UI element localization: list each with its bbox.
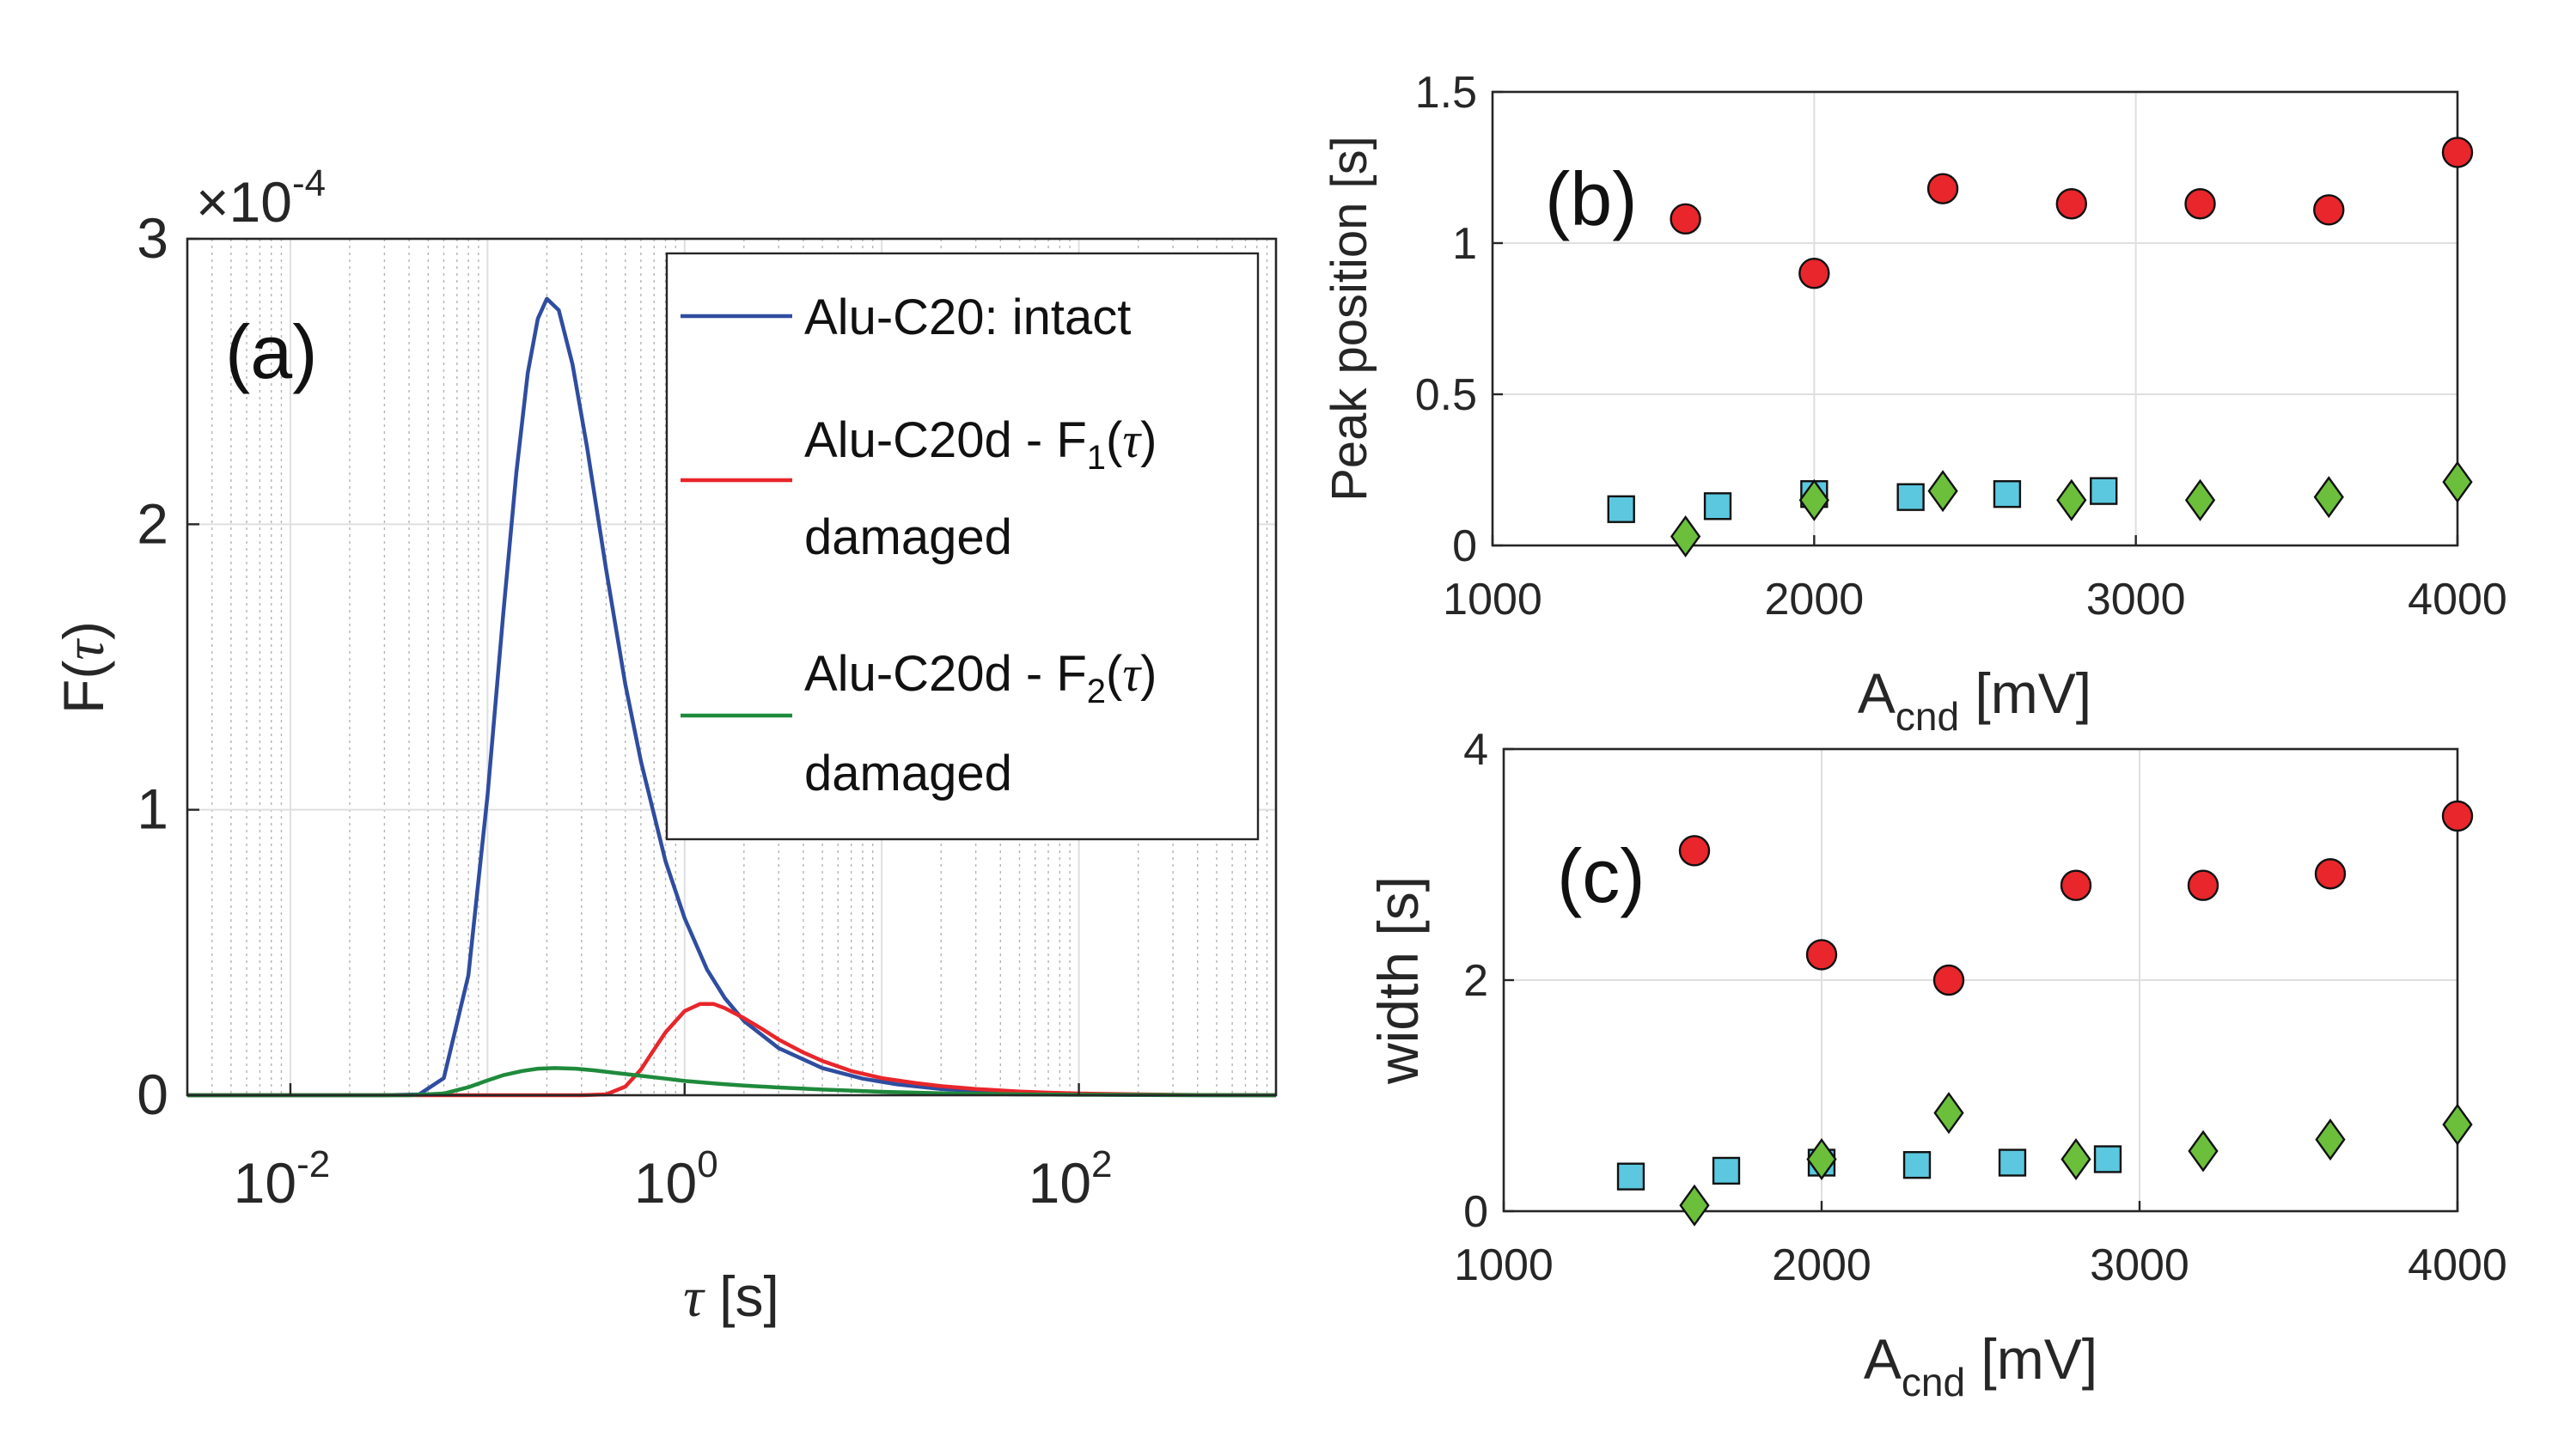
data-point-diamond [1806, 1137, 1837, 1180]
legend-entry-f2-line2: damaged [804, 746, 1012, 801]
panel-c-ylabel: width [s] [1366, 876, 1430, 1085]
x-tick-label: 3000 [2086, 575, 2186, 624]
panel-c-markers [1616, 800, 2474, 1227]
data-point-diamond [1933, 1092, 1964, 1135]
data-point-circle [2184, 188, 2216, 220]
x-tick-label: 3000 [2090, 1240, 2189, 1290]
panel-a-curves [187, 296, 1277, 1098]
y-tick-label: 4 [1463, 725, 1488, 775]
data-point-square [1607, 495, 1635, 523]
data-point-circle [1805, 939, 1838, 971]
series-line-2 [187, 1066, 1277, 1098]
panel-b-ticks: 1000 2000 3000 4000 0 0.5 1 1.5 [1415, 68, 2507, 624]
y-tick-label: 1 [137, 777, 168, 841]
data-point-square [1896, 483, 1925, 511]
y-tick-label: 1.5 [1415, 68, 1477, 118]
data-point-diamond [2184, 478, 2216, 521]
x-tick-label: 1000 [1443, 575, 1542, 624]
panel-b-xlabel: Acnd [mV] [1858, 661, 2091, 739]
legend-entry-f2: Alu-C20d - F2(τ) [804, 646, 1157, 710]
data-point-circle [2441, 800, 2474, 832]
x-tick-label: 4000 [2408, 575, 2507, 624]
series-line-1 [187, 1002, 1277, 1098]
panel-b-label: (b) [1545, 156, 1638, 241]
x-tick-label: 10-2 [234, 1143, 331, 1215]
panel-c-xlabel: Acnd [mV] [1864, 1327, 2097, 1404]
x-tick-label: 1000 [1454, 1240, 1554, 1290]
panel-c-ticks: 1000 2000 3000 4000 0 2 4 [1454, 725, 2507, 1290]
data-point-diamond [2442, 460, 2473, 503]
data-point-diamond [2313, 476, 2344, 519]
data-point-square [1703, 492, 1732, 521]
y-tick-label: 1 [1452, 219, 1477, 269]
y-tick-label: 2 [137, 491, 168, 555]
data-point-diamond [1798, 478, 1829, 521]
y-tick-label: 0 [1463, 1187, 1488, 1237]
panel-a-xlabel: τ [s] [683, 1264, 779, 1329]
panel-a-chart: 0 1 2 3 10-2 100 102 ×10-4 (a) F(τ) τ [s] Alu-… [52, 162, 1278, 1329]
legend-entry-intact: Alu-C20: intact [804, 289, 1131, 345]
y-tick-label: 0 [1452, 521, 1477, 571]
panel-a-ticks: 0 1 2 3 10-2 100 102 [137, 206, 1112, 1215]
panel-a-exponent-label: ×10-4 [196, 162, 326, 234]
data-point-square [1993, 480, 2022, 509]
panel-a-legend: Alu-C20: intact Alu-C20d - F1(τ) damaged… [665, 252, 1260, 841]
legend-box [665, 252, 1260, 841]
data-point-circle [2055, 188, 2088, 220]
data-point-diamond [2315, 1118, 2346, 1161]
series-line-0 [187, 296, 1276, 1098]
data-point-diamond [1927, 470, 1958, 513]
panel-c-chart: 1000 2000 3000 4000 0 2 4 (c) width [s] Acnd [… [1366, 725, 2507, 1404]
panel-b-chart: 1000 2000 3000 4000 0 0.5 1 1.5 (b) Peak positi… [1322, 68, 2507, 739]
panel-a-axes-box [186, 237, 1278, 1097]
y-tick-label: 2 [1463, 956, 1488, 1006]
x-tick-label: 102 [1029, 1143, 1113, 1215]
panel-b-plot-area [1493, 92, 2457, 545]
data-point-circle [2441, 137, 2474, 168]
data-point-diamond [2056, 478, 2087, 521]
legend-entry-f1: Alu-C20d - F1(τ) [804, 412, 1157, 477]
data-point-diamond [2442, 1103, 2473, 1146]
data-point-diamond [2061, 1137, 2091, 1180]
panel-a-label: (a) [225, 309, 318, 394]
x-tick-label: 100 [634, 1143, 718, 1215]
data-point-circle [2313, 194, 2345, 226]
data-point-square [1902, 1151, 1932, 1179]
panel-b-axes-box [1491, 90, 2459, 547]
y-tick-label: 0 [137, 1063, 168, 1126]
panel-b-markers [1607, 137, 2474, 557]
y-tick-label: 0.5 [1415, 370, 1477, 420]
data-point-square [2090, 477, 2118, 505]
x-tick-label: 2000 [1764, 575, 1864, 624]
data-point-circle [1932, 964, 1965, 996]
data-point-circle [2060, 869, 2092, 901]
data-point-diamond [2188, 1130, 2219, 1173]
data-point-circle [2187, 869, 2219, 901]
x-tick-label: 2000 [1772, 1240, 1871, 1290]
data-point-circle [2314, 858, 2347, 890]
panel-b-ylabel: Peak position [s] [1322, 136, 1377, 502]
data-point-square [1998, 1148, 2027, 1177]
x-tick-label: 4000 [2408, 1240, 2507, 1290]
data-point-circle [1678, 835, 1711, 867]
data-point-square [1712, 1156, 1741, 1185]
panel-c-label: (c) [1557, 833, 1645, 918]
panel-a-ylabel: F(τ) [52, 621, 116, 714]
data-point-diamond [1679, 1184, 1710, 1227]
data-point-circle [1670, 203, 1701, 235]
data-point-circle [1798, 258, 1830, 289]
y-tick-label: 3 [137, 206, 168, 270]
data-point-square [2093, 1145, 2122, 1173]
data-point-circle [1926, 173, 1959, 204]
data-point-diamond [1670, 515, 1701, 557]
legend-entry-f1-line2: damaged [804, 509, 1012, 565]
data-point-square [1616, 1162, 1645, 1191]
